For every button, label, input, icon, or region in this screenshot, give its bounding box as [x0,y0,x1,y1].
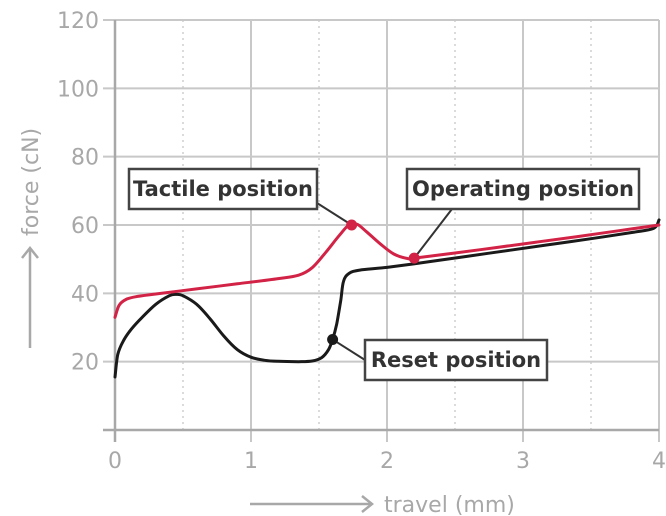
y-tick-label: 80 [71,146,99,171]
tactile-position-label-leader [316,202,353,226]
annotations: Tactile position Operating position Reset … [127,167,641,382]
y-tick-label: 100 [57,77,99,102]
x-axis-title-arrow-head [361,495,375,513]
y-tick-label: 20 [71,351,99,376]
x-axis-title-text: travel (mm) [384,493,515,516]
y-axis-title: force (cN) [19,128,44,348]
annotation-leaders [316,202,453,361]
point-marker-release [327,333,339,345]
point-marker-press [408,252,420,264]
operating-position-label-text: Operating position [412,177,634,201]
tactile-position-label: Tactile position [127,167,319,211]
operating-position-label: Operating position [405,167,641,211]
tactile-position-label-text: Tactile position [133,177,313,201]
point-marker-press [346,219,358,231]
series-line-release [113,218,661,379]
y-tick-label: 40 [71,282,99,307]
y-axis-title-arrow-head [21,245,39,259]
point-markers [327,219,420,345]
tactile-position-label-box [127,167,319,211]
x-tick-label: 2 [380,449,394,474]
x-tick-label: 3 [516,449,530,474]
x-tick-label: 4 [652,449,666,474]
y-tick-label: 60 [71,214,99,239]
grid [103,19,660,442]
reset-position-label-text: Reset position [371,348,541,372]
operating-position-label-box [405,167,641,211]
reset-position-label: Reset position [363,338,549,382]
x-tick-label: 1 [244,449,258,474]
reset-position-label-leader [332,338,366,361]
operating-position-label-leader [413,208,453,259]
reset-position-label-box [363,338,549,382]
y-tick-label: 120 [57,9,99,34]
x-tick-label: 0 [108,449,122,474]
axis-titles: travel (mm) force (cN) [19,128,515,516]
x-axis-title: travel (mm) [250,493,515,516]
tick-labels: 0 1 2 3 4 20 40 60 80 100 120 [57,9,666,474]
y-axis-title-text: force (cN) [19,128,44,236]
